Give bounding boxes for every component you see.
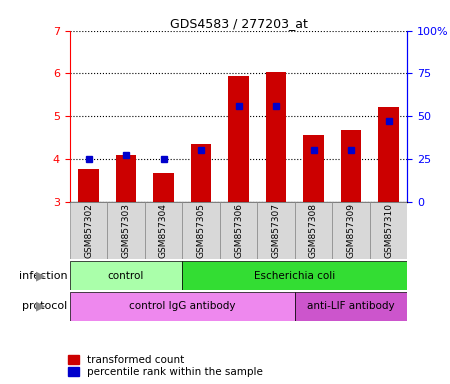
Text: GSM857308: GSM857308 xyxy=(309,203,318,258)
Text: GSM857304: GSM857304 xyxy=(159,203,168,258)
Legend: transformed count, percentile rank within the sample: transformed count, percentile rank withi… xyxy=(68,355,263,377)
Text: infection: infection xyxy=(19,270,68,281)
Bar xyxy=(107,202,145,259)
Text: ▶: ▶ xyxy=(36,269,45,282)
Bar xyxy=(116,156,136,202)
Bar xyxy=(332,202,370,259)
Bar xyxy=(295,202,332,259)
Bar xyxy=(145,202,182,259)
Bar xyxy=(70,292,295,321)
Bar xyxy=(182,202,220,259)
Text: GSM857307: GSM857307 xyxy=(271,203,280,258)
Bar xyxy=(70,202,107,259)
Text: anti-LIF antibody: anti-LIF antibody xyxy=(307,301,395,311)
Bar xyxy=(341,130,361,202)
Text: GSM857305: GSM857305 xyxy=(197,203,206,258)
Bar xyxy=(295,292,407,321)
Text: GSM857303: GSM857303 xyxy=(122,203,130,258)
Bar xyxy=(257,202,295,259)
Bar xyxy=(70,261,182,290)
Bar xyxy=(378,107,399,202)
Bar xyxy=(191,144,211,202)
Text: GSM857310: GSM857310 xyxy=(384,203,393,258)
Bar xyxy=(370,202,407,259)
Title: GDS4583 / 277203_at: GDS4583 / 277203_at xyxy=(170,17,307,30)
Bar xyxy=(266,72,286,202)
Text: ▶: ▶ xyxy=(36,300,45,313)
Text: Escherichia coli: Escherichia coli xyxy=(254,270,335,281)
Text: GSM857302: GSM857302 xyxy=(84,203,93,258)
Bar xyxy=(153,172,174,202)
Bar xyxy=(78,169,99,202)
Text: control: control xyxy=(108,270,144,281)
Text: GSM857306: GSM857306 xyxy=(234,203,243,258)
Bar xyxy=(228,76,249,202)
Text: protocol: protocol xyxy=(22,301,68,311)
Text: control IgG antibody: control IgG antibody xyxy=(129,301,235,311)
Bar xyxy=(303,134,324,202)
Bar xyxy=(182,261,407,290)
Bar xyxy=(220,202,257,259)
Text: GSM857309: GSM857309 xyxy=(346,203,356,258)
